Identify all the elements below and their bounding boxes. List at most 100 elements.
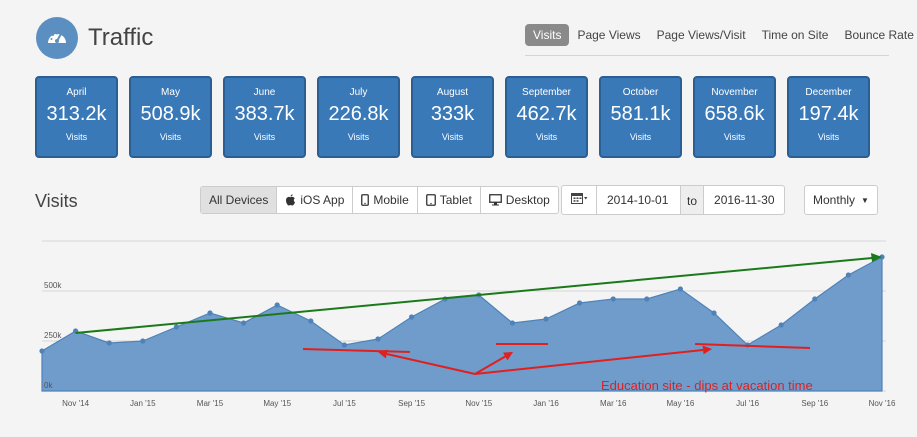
date-to-input[interactable]: [703, 185, 786, 215]
tablet-icon: [425, 194, 436, 206]
annotation-arrow: [474, 355, 506, 375]
x-tick-label: May '15: [263, 399, 291, 408]
tab-visits[interactable]: Visits: [525, 24, 570, 46]
card-value: 313.2k: [46, 103, 107, 125]
stat-card-november[interactable]: November 658.6k Visits: [693, 76, 776, 158]
date-to-separator: to: [681, 185, 704, 215]
chart-annotation-text: Education site - dips at vacation time: [601, 378, 813, 393]
header: Traffic Visits Page Views Page Views/Vis…: [0, 0, 917, 70]
data-point: [308, 318, 314, 324]
chart-x-axis: Nov '14 Jan '15 Mar '15 May '15 Jul '15 Sep '…: [62, 399, 896, 408]
metric-tabs: Visits Page Views Page Views/Visit Time …: [525, 24, 917, 46]
date-range: to: [561, 185, 786, 215]
device-all-button[interactable]: All Devices: [201, 187, 277, 213]
annotation-arrowhead: [502, 352, 513, 361]
card-unit: Visits: [159, 132, 182, 142]
card-value: 658.6k: [704, 103, 765, 125]
calendar-button[interactable]: [561, 185, 597, 215]
annotation-arrow: [386, 353, 476, 375]
x-tick-label: Sep '16: [801, 399, 828, 408]
data-point: [845, 272, 852, 278]
data-point: [577, 300, 583, 306]
x-tick-label: Mar '16: [600, 399, 627, 408]
card-unit: Visits: [441, 132, 464, 142]
x-tick-label: Nov '15: [465, 399, 492, 408]
data-point: [341, 342, 347, 348]
device-filter: All Devices iOS App Mobile Tablet Deskto…: [200, 186, 559, 214]
x-tick-label: Jan '15: [130, 399, 156, 408]
data-point: [375, 336, 381, 342]
data-point: [241, 320, 247, 326]
stat-card-june[interactable]: June 383.7k Visits: [223, 76, 306, 158]
chart-annotation-marks: [302, 343, 811, 375]
card-unit: Visits: [535, 132, 558, 142]
y-tick-label: 250k: [44, 331, 62, 340]
annotation-arrowhead: [702, 345, 712, 355]
data-point: [39, 348, 45, 354]
stat-card-july[interactable]: July 226.8k Visits: [317, 76, 400, 158]
card-month: December: [805, 87, 852, 98]
device-all-label: All Devices: [209, 193, 269, 207]
card-unit: Visits: [723, 132, 746, 142]
data-point: [207, 310, 213, 316]
card-value: 462.7k: [516, 103, 577, 125]
card-value: 197.4k: [798, 103, 859, 125]
device-tablet-button[interactable]: Tablet: [416, 187, 480, 213]
x-tick-label: Mar '15: [197, 399, 224, 408]
annotation-arrow: [474, 348, 704, 375]
card-month: June: [253, 87, 276, 98]
data-point: [106, 340, 112, 346]
chart-points: [39, 254, 885, 354]
stat-card-october[interactable]: October 581.1k Visits: [599, 76, 682, 158]
tab-time-on-site[interactable]: Time on Site: [761, 28, 829, 42]
device-mobile-button[interactable]: Mobile: [352, 187, 416, 213]
stat-card-august[interactable]: August 333k Visits: [411, 76, 494, 158]
card-value: 226.8k: [328, 103, 389, 125]
stat-card-may[interactable]: May 508.9k Visits: [129, 76, 212, 158]
speedometer-icon: [36, 17, 78, 59]
trend-line: [75, 256, 877, 334]
device-desktop-label: Desktop: [505, 193, 550, 207]
period-dropdown[interactable]: Monthly ▼: [804, 185, 878, 215]
calendar-icon: [570, 191, 588, 209]
tab-bounce-rate[interactable]: Bounce Rate: [844, 28, 914, 42]
data-point: [173, 324, 179, 330]
card-month: April: [66, 87, 87, 98]
annotation-arrowhead: [378, 349, 388, 359]
card-month: September: [522, 87, 571, 98]
card-unit: Visits: [347, 132, 370, 142]
card-unit: Visits: [817, 132, 840, 142]
x-tick-label: Nov '14: [62, 399, 89, 408]
device-tablet-label: Tablet: [439, 193, 472, 207]
caret-down-icon: ▼: [861, 195, 869, 205]
apple-icon: [285, 194, 296, 206]
mobile-icon: [361, 194, 370, 206]
stat-card-september[interactable]: September 462.7k Visits: [505, 76, 588, 158]
stat-card-april[interactable]: April 313.2k Visits: [35, 76, 118, 158]
x-tick-label: Jan '16: [533, 399, 559, 408]
dip-underline: [694, 343, 811, 349]
data-point: [509, 320, 515, 326]
device-desktop-button[interactable]: Desktop: [479, 187, 558, 213]
data-point: [677, 286, 684, 292]
dip-underline: [302, 348, 411, 353]
x-tick-label: Sep '15: [398, 399, 425, 408]
stat-card-december[interactable]: December 197.4k Visits: [787, 76, 870, 158]
card-unit: Visits: [629, 132, 652, 142]
card-unit: Visits: [65, 132, 88, 142]
card-month: July: [349, 87, 368, 98]
device-ios-button[interactable]: iOS App: [276, 187, 352, 213]
data-point: [409, 314, 415, 320]
tab-page-views-per-visit[interactable]: Page Views/Visit: [656, 28, 746, 42]
data-point: [812, 296, 818, 302]
data-point: [274, 302, 280, 308]
card-value: 333k: [430, 103, 475, 125]
tab-page-views[interactable]: Page Views: [577, 28, 641, 42]
data-point: [711, 310, 717, 316]
card-value: 581.1k: [610, 103, 671, 125]
date-from-input[interactable]: [597, 185, 681, 215]
x-tick-label: May '16: [667, 399, 695, 408]
chart-trend-line: [75, 253, 882, 334]
trend-arrowhead: [871, 253, 882, 262]
data-point: [610, 296, 616, 302]
